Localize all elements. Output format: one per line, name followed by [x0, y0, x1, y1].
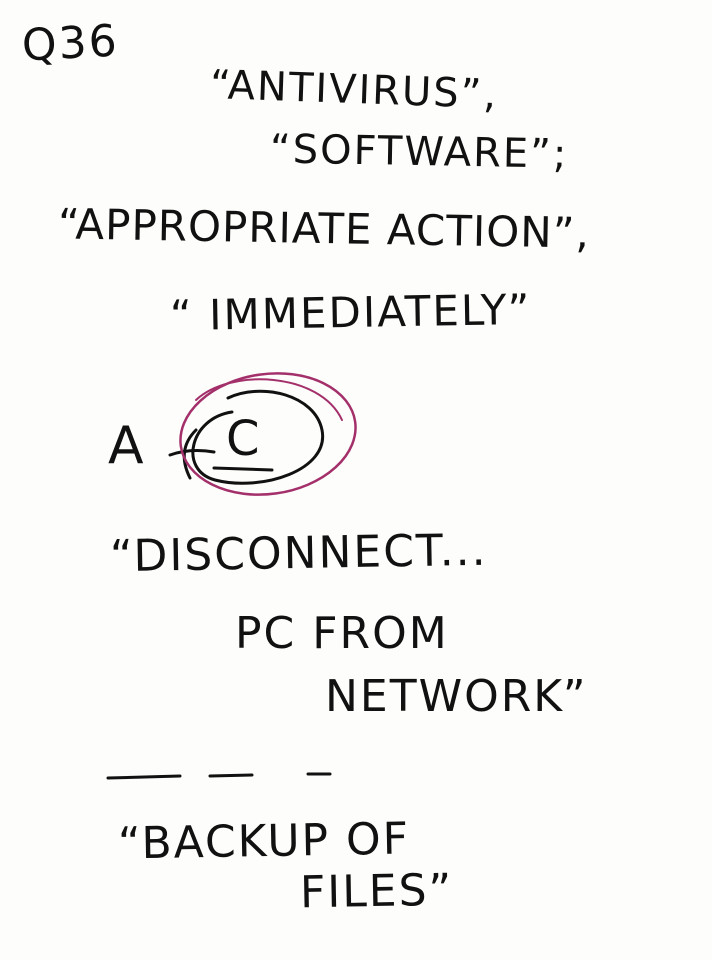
answer-magenta-circle: [179, 372, 357, 496]
question-number: Q36: [20, 15, 120, 72]
option-a-arc-mark: [182, 428, 198, 480]
note-line-files: FILES”: [299, 864, 454, 919]
note-line-network: NETWORK”: [325, 671, 588, 722]
note-line-immediately: “ IMMEDIATELY”: [169, 284, 532, 341]
note-line-pc-from: PC FROM: [235, 608, 449, 659]
separator-dash-1: [106, 774, 182, 780]
answer-underline: [212, 466, 274, 472]
answer-magenta-circle-loop: [195, 378, 343, 421]
option-a-label: A: [108, 416, 146, 476]
option-a-strike-mark: [168, 449, 216, 457]
option-c-label: C: [226, 411, 262, 467]
note-line-antivirus: “ANTIVIRUS”,: [209, 61, 499, 119]
note-line-software: “SOFTWARE”;: [269, 126, 569, 178]
note-line-backup-of: “BACKUP OF: [117, 813, 411, 870]
separator-dash-2: [208, 773, 254, 778]
note-line-appropriate-action: “APPROPRIATE ACTION”,: [57, 199, 591, 258]
note-line-disconnect: “DISCONNECT...: [109, 524, 488, 583]
